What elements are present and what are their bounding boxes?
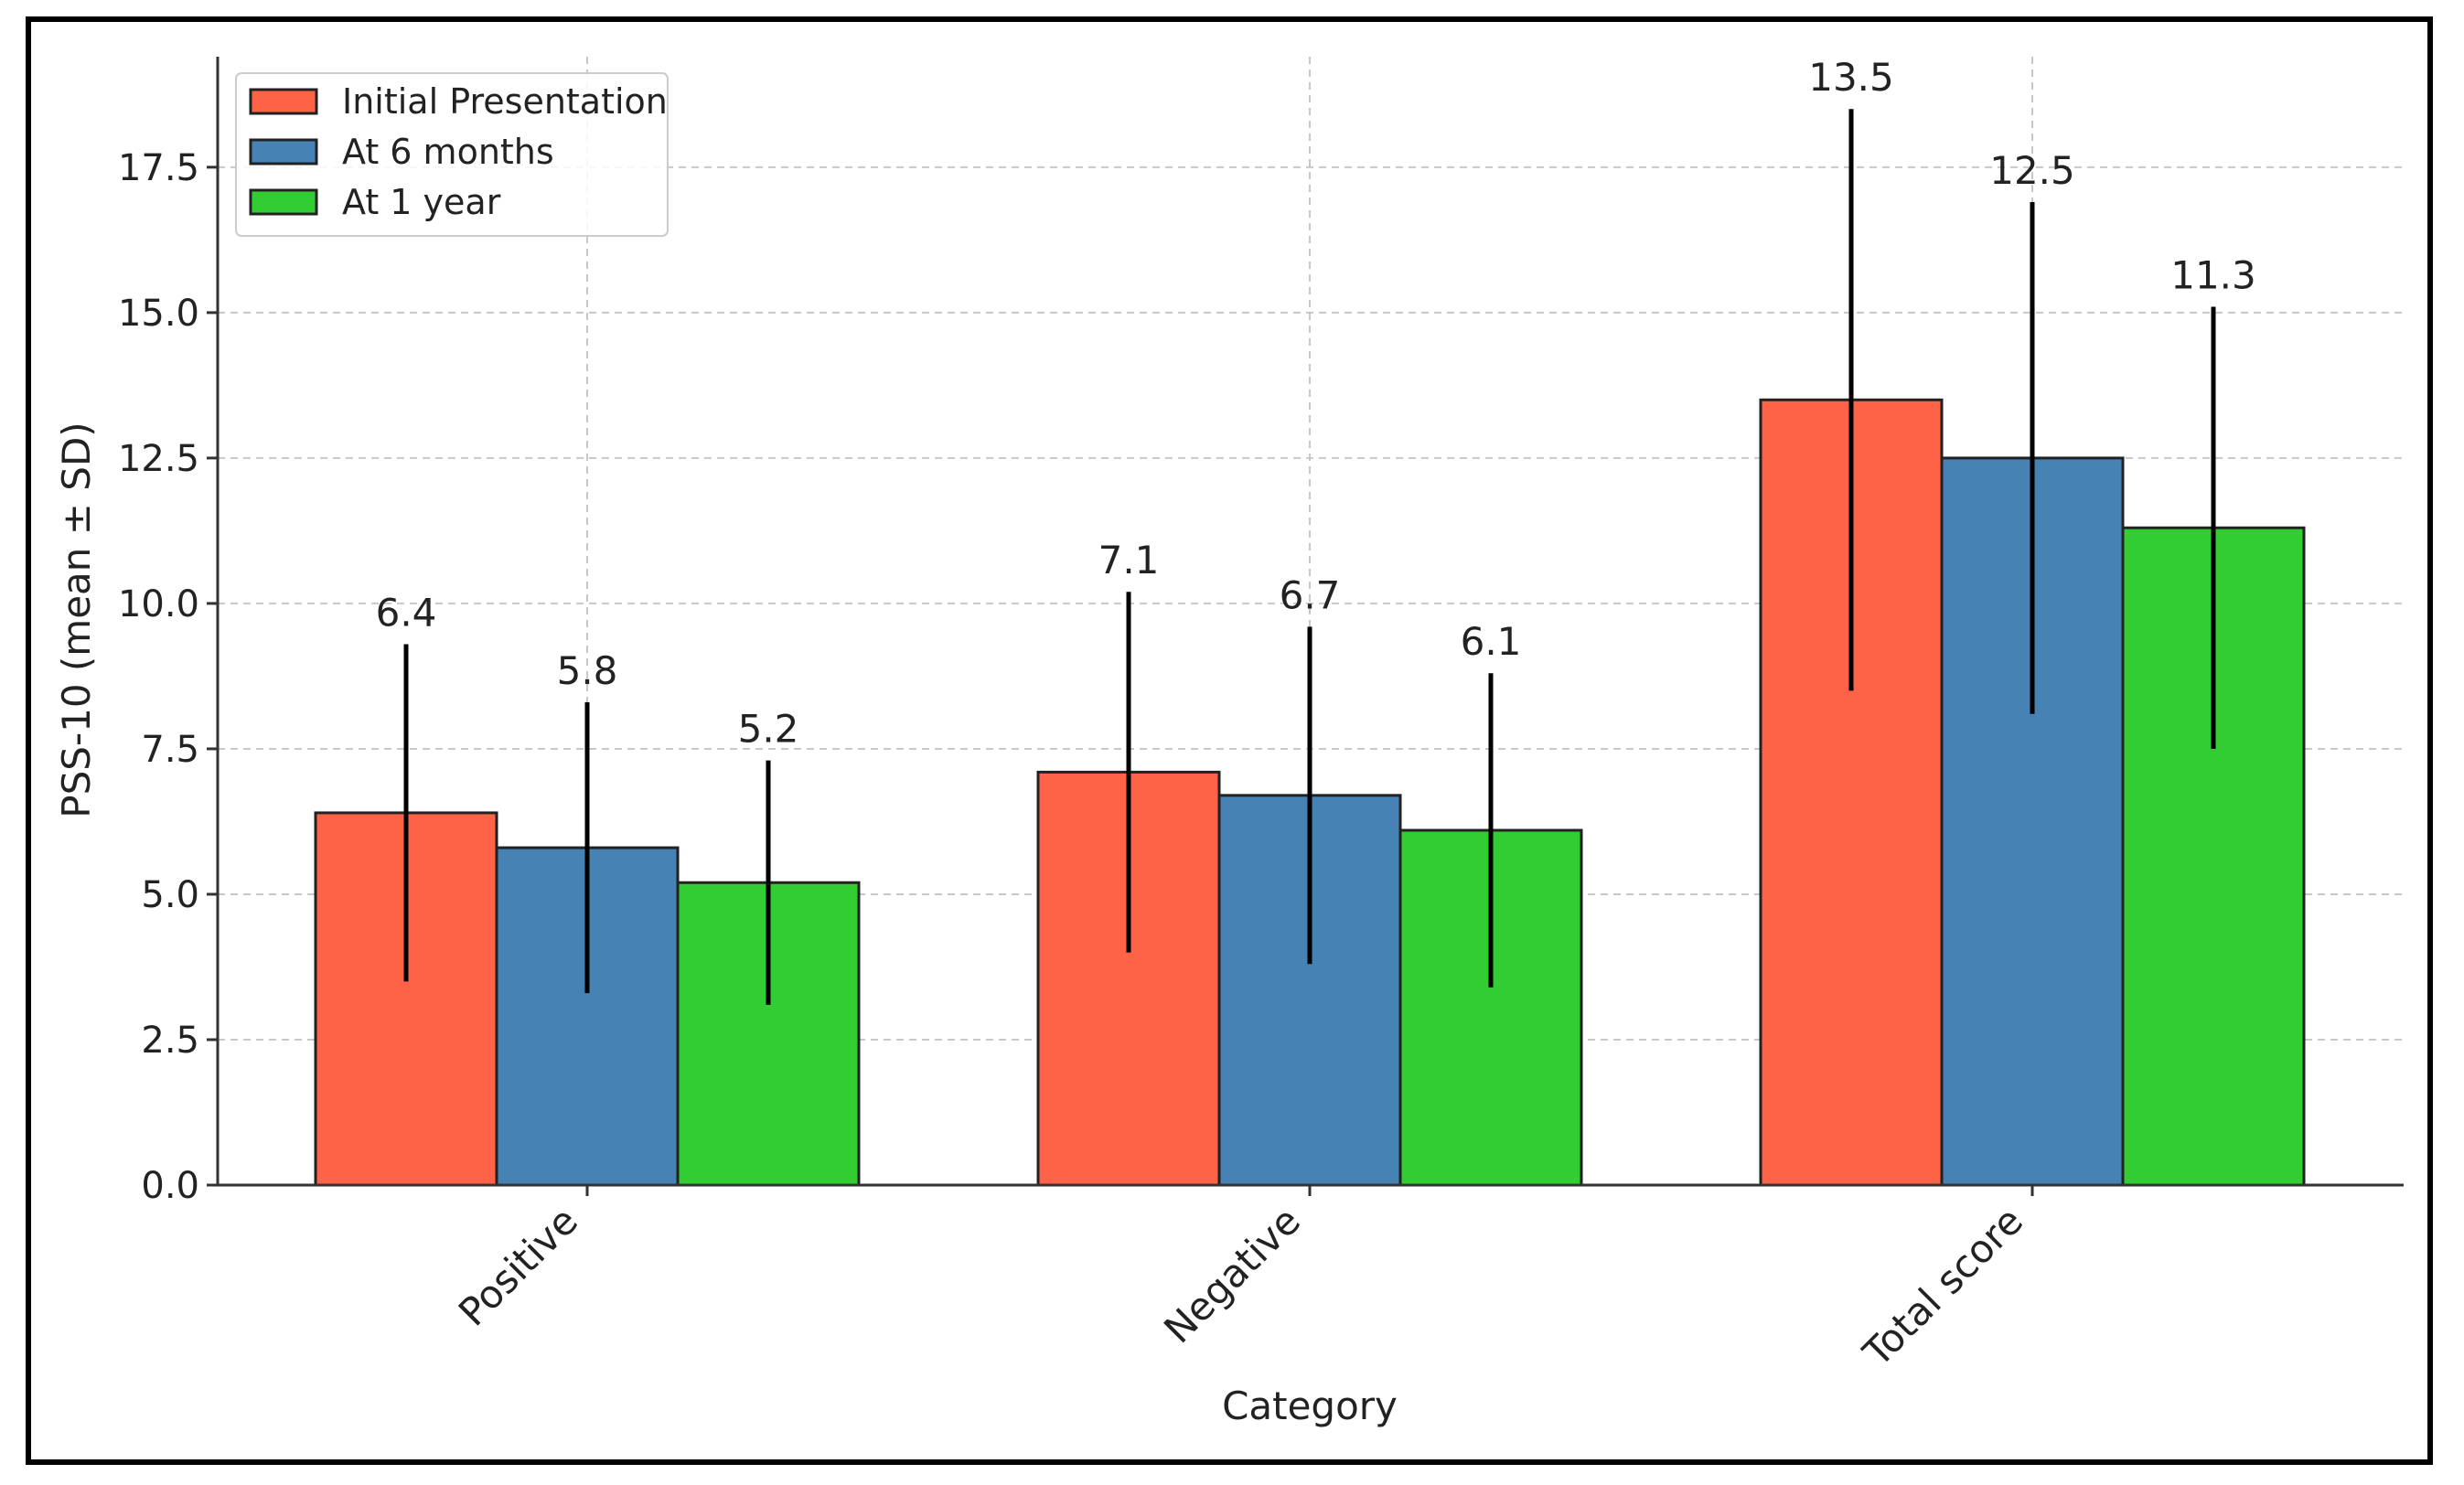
x-axis-title: Category bbox=[1222, 1384, 1398, 1428]
y-tick-label: 15.0 bbox=[118, 293, 199, 335]
y-tick-label: 10.0 bbox=[118, 583, 199, 625]
bar bbox=[676, 881, 861, 1187]
legend-box bbox=[235, 72, 669, 237]
value-label: 13.5 bbox=[1808, 55, 1894, 100]
y-axis-title: PSS-10 (mean ± SD) bbox=[54, 422, 99, 817]
legend-swatch bbox=[249, 188, 318, 216]
y-tick-label: 5.0 bbox=[141, 874, 199, 916]
y-tick-label: 17.5 bbox=[118, 147, 199, 189]
y-tick-label: 7.5 bbox=[141, 729, 199, 771]
value-label: 12.5 bbox=[1989, 148, 2075, 193]
legend: Initial Presentation At 6 months At 1 year bbox=[235, 72, 669, 237]
y-tick-label: 0.0 bbox=[141, 1165, 199, 1207]
figure-frame bbox=[26, 16, 2433, 1465]
legend-label: Initial Presentation bbox=[342, 81, 668, 122]
legend-swatch bbox=[249, 138, 318, 166]
value-labels: 6.4 7.1 13.5 5.8 6.7 12.5 5.2 6.1 11.3 bbox=[376, 55, 2256, 751]
x-tick-label: Positive bbox=[450, 1198, 586, 1334]
value-label: 5.8 bbox=[557, 648, 618, 693]
y-tick-label: 12.5 bbox=[118, 438, 199, 480]
value-label: 6.4 bbox=[376, 590, 437, 635]
x-tick-label: Negative bbox=[1155, 1198, 1309, 1351]
value-label: 11.3 bbox=[2170, 253, 2256, 298]
error-bars bbox=[403, 109, 2216, 1005]
y-tick-label: 2.5 bbox=[141, 1020, 199, 1062]
x-tick-label: Total score bbox=[1854, 1198, 2031, 1375]
value-label: 5.2 bbox=[738, 707, 799, 752]
legend-label: At 6 months bbox=[342, 132, 554, 172]
value-label: 7.1 bbox=[1098, 538, 1160, 582]
value-label: 6.7 bbox=[1280, 572, 1341, 617]
legend-label: At 1 year bbox=[342, 182, 501, 222]
legend-swatch bbox=[249, 88, 318, 115]
value-label: 6.1 bbox=[1461, 619, 1522, 664]
